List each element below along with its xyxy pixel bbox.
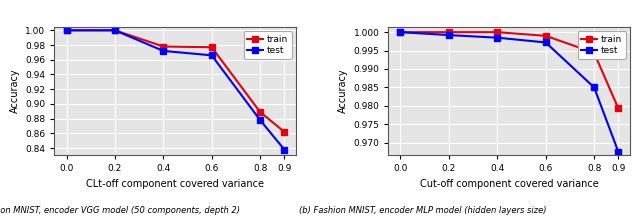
train xyxy=(493,31,501,34)
Legend: train, test: train, test xyxy=(244,31,292,59)
train xyxy=(111,29,119,32)
train xyxy=(256,111,264,113)
test xyxy=(542,41,550,44)
test xyxy=(63,29,70,32)
train xyxy=(63,29,70,32)
train xyxy=(542,34,550,37)
test xyxy=(614,150,622,153)
Text: (b) Fashion MNIST, encoder MLP model (hidden layers size): (b) Fashion MNIST, encoder MLP model (hi… xyxy=(299,206,546,215)
train xyxy=(280,131,288,133)
Y-axis label: Accuracy: Accuracy xyxy=(10,69,20,113)
train xyxy=(614,107,622,110)
Line: train: train xyxy=(397,29,621,111)
test xyxy=(493,36,501,39)
test xyxy=(208,54,216,57)
Y-axis label: Accuracy: Accuracy xyxy=(338,69,348,113)
Line: train: train xyxy=(64,28,287,135)
train xyxy=(159,45,167,48)
test xyxy=(256,119,264,121)
X-axis label: Cut-off component covered variance: Cut-off component covered variance xyxy=(420,179,599,189)
train xyxy=(397,31,404,34)
test xyxy=(590,86,598,89)
X-axis label: CLt-off component covered variance: CLt-off component covered variance xyxy=(86,179,264,189)
train xyxy=(208,46,216,49)
test xyxy=(111,29,119,32)
Line: test: test xyxy=(397,29,621,155)
test xyxy=(397,31,404,34)
test xyxy=(280,148,288,151)
Legend: train, test: train, test xyxy=(577,31,626,59)
test xyxy=(159,50,167,52)
Line: test: test xyxy=(64,28,287,152)
Text: (a) Fashion MNIST, encoder VGG model (50 components, depth 2): (a) Fashion MNIST, encoder VGG model (50… xyxy=(0,206,241,215)
train xyxy=(445,31,452,34)
train xyxy=(590,52,598,54)
test xyxy=(445,34,452,36)
